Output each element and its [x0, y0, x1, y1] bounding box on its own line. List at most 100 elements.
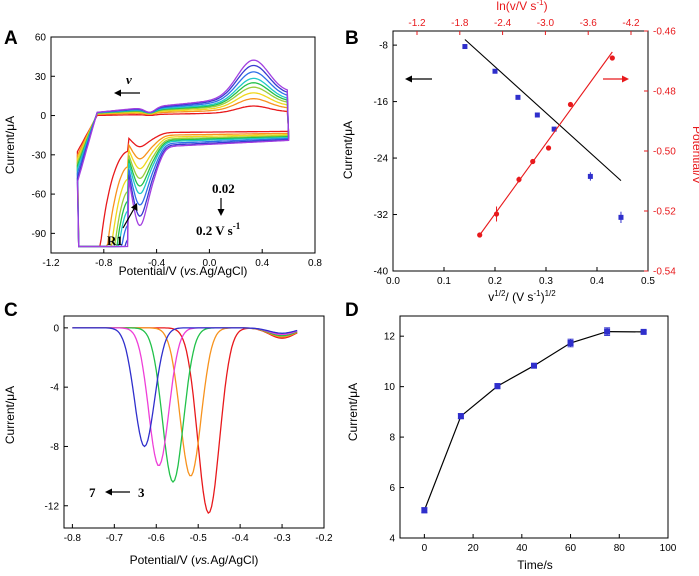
panel-a-xlabel: Potential/V (vs.Ag/AgCl): [119, 264, 248, 278]
panel-a-ytick-label: 0: [40, 111, 46, 122]
panel-c-ytick-label: -4: [50, 383, 59, 394]
panel-b-xtick-label: 0.0: [386, 276, 400, 287]
panel-a-xtick-label: -0.8: [95, 258, 113, 269]
panel-a-frame: [50, 36, 316, 254]
panel-d-data-point: [640, 328, 647, 335]
panel-b-right-tick-label: -0.54: [653, 267, 676, 278]
panel-d-ytick-label: 8: [389, 433, 395, 444]
panel-b-right-ylabel: Potential/V: [690, 126, 699, 184]
panel-d-xtick-label: 100: [660, 543, 677, 554]
panel-c-ytick-label: 0: [53, 323, 59, 334]
panel-c-ph-low: 3: [138, 485, 145, 500]
panel-b-top-xlabel: ln(v/V s-1): [496, 0, 547, 13]
panel-c-ph-high: 7: [89, 485, 96, 500]
panel-b-ytick-label: -24: [374, 154, 389, 165]
panel-c-dpv-curve-4: [72, 327, 298, 466]
panel-a-peak-label: R1: [107, 233, 123, 248]
panel-c-dpv-chart: -0.8 -0.7 -0.6 -0.5 -0.4 -0.3 -0.2 0 -4 -8 -12 Cur…: [3, 315, 333, 567]
panel-a-xtick-label: 0.0: [202, 258, 216, 269]
panel-d-ylabel: Current/μA: [346, 383, 360, 441]
panel-a-cv-curve-9: [76, 59, 290, 248]
panel-c-ytick-label: -8: [50, 442, 59, 453]
panel-b-potential-point: [477, 232, 483, 238]
panel-c-dpv-curve-5: [72, 327, 298, 448]
panel-label-b: B: [345, 28, 359, 49]
panel-b-ytick-label: -8: [379, 41, 388, 52]
panel-b-current-point: [587, 173, 593, 179]
panel-b-top-tick-label: -1.8: [451, 18, 469, 29]
panel-d-data-point: [494, 383, 501, 390]
panel-b-right-tick-label: -0.46: [653, 27, 676, 38]
panel-b-ytick-label: -32: [374, 210, 389, 221]
panel-c-xlabel: Potential/V (vs.Ag/AgCl): [130, 553, 259, 567]
panel-label-c: C: [4, 300, 18, 321]
panel-d-frame: [399, 315, 669, 539]
panel-a-ytick-label: 60: [35, 33, 47, 44]
panel-c-arrowhead: [105, 488, 112, 496]
panel-b-potential-point: [609, 55, 615, 61]
panel-c-xtick-label: -0.4: [232, 533, 250, 544]
panel-d-time-chart: 0 20 40 60 80 100 4 6 8 10 12 Current/μA Time/s: [346, 315, 677, 572]
panel-d-data-point: [604, 328, 611, 335]
panel-b-red-arrowhead: [622, 75, 629, 83]
panel-b-top-tick-label: -4.2: [622, 18, 640, 29]
panel-b-current-point: [534, 112, 540, 118]
panel-c-dpv-curve-1: [72, 327, 298, 514]
panel-a-xtick-label: -0.4: [148, 258, 166, 269]
panel-b-black-arrowhead: [405, 75, 412, 83]
panel-b-current-point: [462, 44, 468, 50]
panel-a-peak-arrow: [122, 206, 136, 229]
panel-d-xtick-label: 20: [468, 543, 480, 554]
panel-b-potential-point: [567, 101, 574, 108]
panel-d-xtick-label: 80: [614, 543, 626, 554]
panel-a-cv-curve-8: [76, 64, 290, 248]
panel-a-ytick-label: 30: [35, 72, 47, 83]
panel-c-frame: [63, 315, 325, 529]
panel-a-cv-curve-2: [76, 98, 290, 248]
panel-b-xtick-label: 0.5: [641, 276, 655, 287]
panel-d-series-line: [423, 330, 644, 511]
panel-b-xtick-label: 0.4: [590, 276, 604, 287]
panel-c-xtick-label: -0.5: [190, 533, 208, 544]
panel-a-peak-arrowhead: [131, 203, 138, 211]
panel-b-current-point: [551, 126, 557, 132]
panel-b-potential-point: [530, 158, 536, 165]
panel-d-xlabel: Time/s: [517, 558, 553, 572]
panel-b-ytick-label: -16: [374, 97, 389, 108]
panel-c-dpv-curve-3: [72, 327, 298, 483]
panel-b-current-point: [515, 94, 521, 100]
panel-d-ytick-label: 4: [389, 534, 395, 545]
panel-b-ytick-label: -40: [374, 267, 389, 278]
panel-a-cv-curve-5: [76, 82, 290, 248]
panel-b-top-tick-label: -1.2: [408, 18, 426, 29]
panel-a-cv-curve-3: [76, 92, 290, 248]
panel-a-xtick-label: 0.8: [308, 258, 322, 269]
panel-a-cv-curve-7: [76, 71, 290, 248]
panel-b-right-tick-label: -0.48: [653, 87, 676, 98]
panel-b-xlabel: v1/2/ (V s-1)1/2: [488, 289, 556, 304]
panel-b-top-tick-label: -2.4: [494, 18, 512, 29]
panel-d-data-point: [421, 507, 428, 514]
panel-a-ylabel: Current/μA: [3, 116, 17, 174]
panel-c-ylabel: Current/μA: [3, 386, 17, 444]
panel-b-current-point: [618, 214, 624, 220]
panel-label-d: D: [345, 300, 359, 321]
panel-b-current-fit-line: [464, 39, 622, 182]
panel-a-xtick-label: 0.4: [255, 258, 269, 269]
panel-b-top-tick-label: -3.6: [580, 18, 598, 29]
panel-a-arrowhead: [114, 89, 121, 97]
panel-b-top-tick-label: -3.0: [537, 18, 555, 29]
panel-c-xtick-label: -0.8: [64, 533, 82, 544]
panel-b-scatter-chart: 0.0 0.1 0.2 0.3 0.4 0.5 -8 -16 -24 -32 -40 -1.2 -1.8…: [341, 0, 699, 304]
panel-c-xtick-label: -0.3: [273, 533, 291, 544]
panel-a-rate-low: 0.02: [212, 181, 235, 196]
panel-a-cv-curve-4: [76, 86, 290, 248]
panel-a-scan-symbol: v: [126, 72, 132, 87]
panel-a-ytick-label: -60: [32, 190, 47, 201]
panel-b-xtick-label: 0.3: [539, 276, 553, 287]
panel-c-xtick-label: -0.7: [106, 533, 124, 544]
panel-b-potential-point: [545, 145, 552, 151]
panel-d-ytick-label: 6: [389, 483, 395, 494]
panel-b-xtick-label: 0.2: [488, 276, 502, 287]
